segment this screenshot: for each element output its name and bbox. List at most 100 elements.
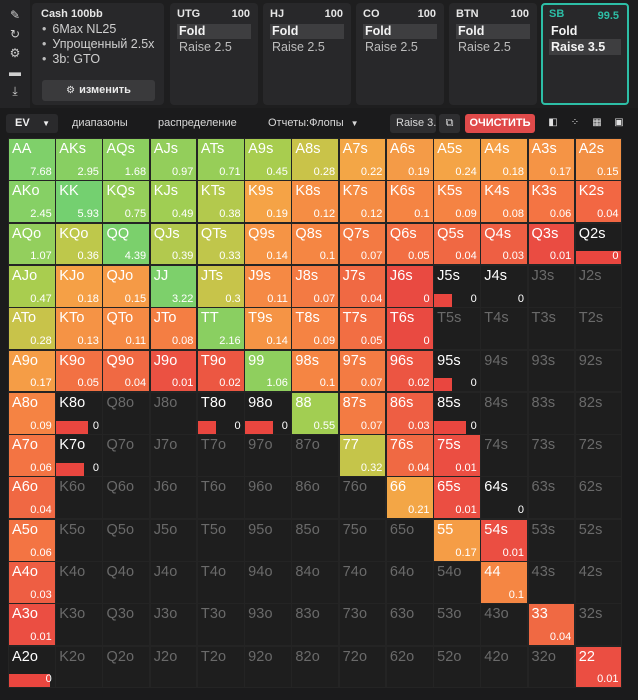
hand-cell-43s[interactable]: 43s <box>527 561 576 604</box>
hand-cell-54o[interactable]: 54o <box>433 561 481 604</box>
tab-ranges[interactable]: диапазоны <box>72 117 128 129</box>
hand-cell-J6s[interactable]: J6s 0 <box>385 264 434 308</box>
hand-cell-KK[interactable]: KK 5.93 <box>55 180 103 224</box>
hand-cell-63o[interactable]: 63o <box>385 603 434 647</box>
edit-button[interactable]: ⚙ изменить <box>42 80 155 101</box>
hand-cell-82o[interactable]: 82o <box>291 645 340 689</box>
hand-cell-92s[interactable]: 92s <box>574 349 623 393</box>
hand-cell-A6s[interactable]: A6s 0.19 <box>385 138 434 181</box>
hand-cell-AKs[interactable]: AKs 2.95 <box>55 138 103 181</box>
gamepad-icon[interactable]: ▬ <box>9 65 21 79</box>
action-fold[interactable]: Fold <box>363 24 437 39</box>
hand-cell-A9s[interactable]: A9s 0.45 <box>244 138 292 181</box>
hand-cell-K7o[interactable]: K7o 0 <box>55 434 103 477</box>
hand-cell-A2o[interactable]: A2o 0 <box>8 645 56 689</box>
hand-cell-Q5o[interactable]: Q5o <box>102 518 151 562</box>
hand-cell-T6s[interactable]: T6s 0 <box>385 307 434 351</box>
hand-cell-77[interactable]: 77 0.32 <box>338 434 387 477</box>
hand-cell-Q8s[interactable]: Q8s 0.1 <box>291 222 340 266</box>
hand-cell-55[interactable]: 55 0.17 <box>433 518 481 562</box>
hand-cell-A6o[interactable]: A6o 0.04 <box>8 476 56 520</box>
hand-cell-87s[interactable]: 87s 0.07 <box>338 391 387 435</box>
hand-cell-K8o[interactable]: K8o 0 <box>55 391 103 435</box>
hand-cell-93o[interactable]: 93o <box>244 603 292 647</box>
hand-cell-K8s[interactable]: K8s 0.12 <box>291 180 340 224</box>
grid-large-icon[interactable]: ▣ <box>614 117 624 128</box>
hand-cell-87o[interactable]: 87o <box>291 434 340 477</box>
action-fold[interactable]: Fold <box>456 24 530 39</box>
hand-cell-T7s[interactable]: T7s 0.05 <box>338 307 387 351</box>
hand-cell-K5o[interactable]: K5o <box>55 518 103 562</box>
hand-cell-T8o[interactable]: T8o 0 <box>196 391 245 435</box>
hand-cell-K4o[interactable]: K4o <box>55 561 103 604</box>
grid-small-icon[interactable]: ⁘ <box>570 117 580 128</box>
hand-cell-AQo[interactable]: AQo 1.07 <box>8 222 56 266</box>
hand-cell-Q3o[interactable]: Q3o <box>102 603 151 647</box>
hand-cell-JTs[interactable]: JTs 0.3 <box>196 264 245 308</box>
hand-cell-KQo[interactable]: KQo 0.36 <box>55 222 103 266</box>
hand-cell-44[interactable]: 44 0.1 <box>480 561 529 604</box>
grid-icon[interactable]: ▦ <box>592 117 602 128</box>
hand-cell-A3s[interactable]: A3s 0.17 <box>527 138 576 181</box>
hand-cell-66[interactable]: 66 0.21 <box>385 476 434 520</box>
action-fold[interactable]: Fold <box>270 24 344 39</box>
action-fold[interactable]: Fold <box>551 24 578 38</box>
hand-cell-96o[interactable]: 96o <box>244 476 292 520</box>
hand-cell-J9s[interactable]: J9s 0.11 <box>244 264 292 308</box>
hand-cell-T5s[interactable]: T5s <box>433 307 481 351</box>
hand-cell-J8o[interactable]: J8o <box>149 391 198 435</box>
hand-cell-97s[interactable]: 97s 0.07 <box>338 349 387 393</box>
action-raise[interactable]: Raise 2.5 <box>365 40 418 54</box>
hand-cell-KTo[interactable]: KTo 0.13 <box>55 307 103 351</box>
hand-cell-A8s[interactable]: A8s 0.28 <box>291 138 340 181</box>
hand-cell-83s[interactable]: 83s <box>527 391 576 435</box>
hand-cell-88[interactable]: 88 0.55 <box>291 391 340 435</box>
hand-cell-A8o[interactable]: A8o 0.09 <box>8 391 56 435</box>
hand-cell-J5o[interactable]: J5o <box>149 518 198 562</box>
hand-cell-AJo[interactable]: AJo 0.47 <box>8 264 56 308</box>
hand-cell-92o[interactable]: 92o <box>244 645 292 689</box>
hand-cell-K9o[interactable]: K9o 0.05 <box>55 349 103 393</box>
hand-cell-73s[interactable]: 73s <box>527 434 576 477</box>
hand-cell-Q6o[interactable]: Q6o <box>102 476 151 520</box>
action-raise[interactable]: Raise 2.5 <box>179 40 232 54</box>
hand-cell-75s[interactable]: 75s 0.01 <box>433 434 481 477</box>
hand-cell-T4o[interactable]: T4o <box>196 561 245 604</box>
action-raise[interactable]: Raise 2.5 <box>272 40 325 54</box>
hand-cell-42s[interactable]: 42s <box>574 561 623 604</box>
hand-cell-ATo[interactable]: ATo 0.28 <box>8 307 56 351</box>
position-sb[interactable]: SB 99.5 Fold Raise 3.5 <box>541 3 629 105</box>
action-raise-selected[interactable]: Raise 3.5 <box>549 39 621 55</box>
hand-cell-J7s[interactable]: J7s 0.04 <box>338 264 387 308</box>
hand-cell-85o[interactable]: 85o <box>291 518 340 562</box>
hand-cell-K4s[interactable]: K4s 0.08 <box>480 180 529 224</box>
position-hj[interactable]: HJ 100 Fold Raise 2.5 <box>263 3 351 105</box>
hand-cell-K2o[interactable]: K2o <box>55 645 103 689</box>
hand-cell-Q4s[interactable]: Q4s 0.03 <box>480 222 529 266</box>
hand-cell-K6s[interactable]: K6s 0.1 <box>385 180 434 224</box>
hand-cell-98o[interactable]: 98o 0 <box>244 391 292 435</box>
hand-cell-TT[interactable]: TT 2.16 <box>196 307 245 351</box>
hand-cell-A7o[interactable]: A7o 0.06 <box>8 434 56 477</box>
hand-cell-Q2o[interactable]: Q2o <box>102 645 151 689</box>
hand-cell-33[interactable]: 33 0.04 <box>527 603 576 647</box>
hand-cell-T3s[interactable]: T3s <box>527 307 576 351</box>
hand-cell-K5s[interactable]: K5s 0.09 <box>433 180 481 224</box>
hand-cell-62o[interactable]: 62o <box>385 645 434 689</box>
hand-cell-Q5s[interactable]: Q5s 0.04 <box>433 222 481 266</box>
hand-cell-96s[interactable]: 96s 0.02 <box>385 349 434 393</box>
hand-cell-Q9s[interactable]: Q9s 0.14 <box>244 222 292 266</box>
hand-cell-K2s[interactable]: K2s 0.04 <box>574 180 623 224</box>
hand-cell-52o[interactable]: 52o <box>433 645 481 689</box>
position-btn[interactable]: BTN 100 Fold Raise 2.5 <box>449 3 537 105</box>
hand-cell-53o[interactable]: 53o <box>433 603 481 647</box>
selected-action-chip[interactable]: Raise 3.5 <box>390 114 436 133</box>
hand-cell-42o[interactable]: 42o <box>480 645 529 689</box>
hand-cell-86o[interactable]: 86o <box>291 476 340 520</box>
hand-cell-QQ[interactable]: QQ 4.39 <box>102 222 151 266</box>
action-raise[interactable]: Raise 2.5 <box>458 40 511 54</box>
hand-cell-95o[interactable]: 95o <box>244 518 292 562</box>
hand-cell-AQs[interactable]: AQs 1.68 <box>102 138 151 181</box>
hand-cell-73o[interactable]: 73o <box>338 603 387 647</box>
hand-cell-75o[interactable]: 75o <box>338 518 387 562</box>
